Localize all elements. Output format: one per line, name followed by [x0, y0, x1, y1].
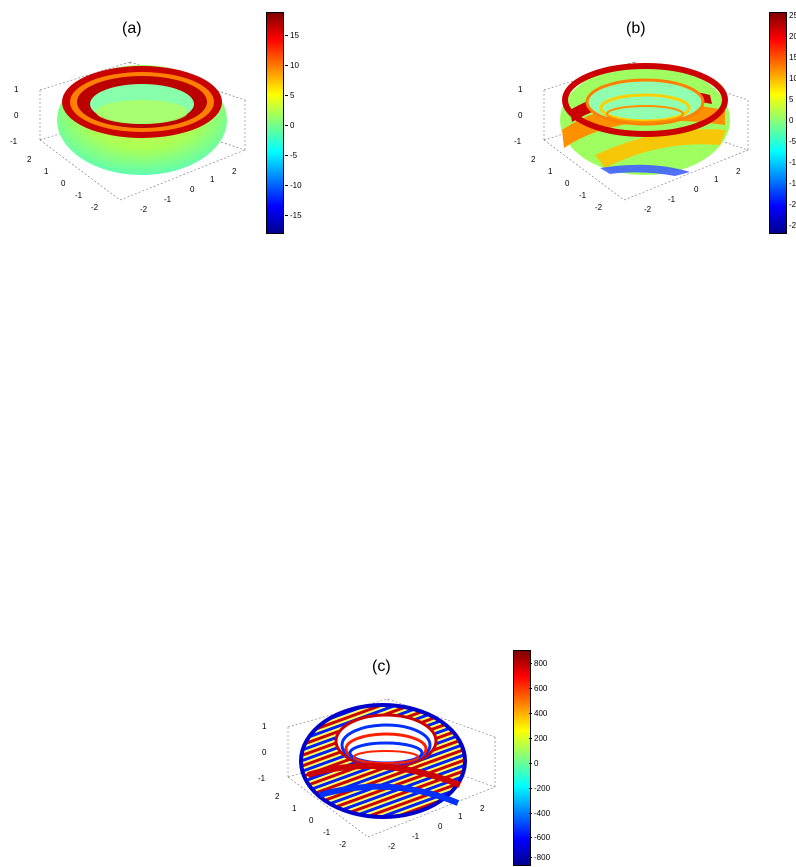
y-tick: 1: [44, 167, 49, 176]
colorbar-tick: -1: [789, 158, 796, 167]
colorbar-tick: 800: [528, 659, 548, 668]
y-tick: -1: [323, 828, 331, 837]
z-tick: -1: [258, 774, 266, 783]
x-tick: -1: [164, 195, 172, 204]
colorbar-tick: 5: [284, 91, 295, 100]
colorbar-tick: -15: [285, 211, 302, 220]
colorbar-tick: -10: [285, 181, 302, 190]
colorbar-tick: -5: [284, 151, 298, 160]
x-tick-labels: -2 -1 0 1 2: [140, 167, 237, 214]
z-tick: 1: [262, 722, 267, 731]
y-tick: 1: [292, 804, 297, 813]
colorbar-tick: 0: [528, 759, 539, 768]
colorbar-tick-labels: 15 10 5 0 -5 -10 -15: [284, 12, 330, 232]
colorbar-tick: -2: [789, 200, 796, 209]
y-tick: -1: [579, 191, 587, 200]
x-tick: -2: [644, 205, 652, 214]
y-tick: 0: [61, 179, 66, 188]
y-tick: -2: [339, 840, 347, 849]
colorbar-tick-labels: 800 600 400 200 0 -200 -400 -600 -800: [528, 650, 574, 864]
y-tick: 1: [548, 167, 553, 176]
panel-title: (c): [372, 658, 391, 675]
z-tick-labels: 1 0 -1: [10, 85, 19, 146]
z-tick-labels: 1 0 -1: [514, 85, 523, 146]
x-tick: -2: [140, 205, 148, 214]
colorbar: [769, 12, 787, 234]
colorbar-tick: 5: [789, 95, 794, 104]
torus-plot: 1 0 -1 2 1 0 -1 -2 -2 -1 0 1 2: [514, 61, 749, 214]
colorbar-tick: -200: [528, 784, 551, 793]
colorbar-tick: -400: [528, 809, 551, 818]
torus-surface: [299, 703, 467, 819]
x-tick: -1: [412, 832, 420, 841]
colorbar-tick: 20: [789, 32, 796, 41]
panel-title: (a): [122, 20, 142, 37]
colorbar-tick: 200: [528, 734, 548, 743]
y-tick: -2: [595, 203, 603, 212]
torus-surface: [57, 65, 227, 175]
x-tick: -2: [388, 842, 396, 851]
x-tick: 0: [190, 185, 195, 194]
figure-panel-c: (c): [250, 645, 550, 867]
y-tick: -1: [75, 191, 83, 200]
x-tick: 1: [714, 175, 719, 184]
x-tick-labels: -2 -1 0 1 2: [644, 167, 741, 214]
colorbar-tick: 400: [528, 709, 548, 718]
colorbar-tick: -5: [789, 137, 796, 146]
y-tick: 0: [309, 816, 314, 825]
torus-surface: [560, 63, 730, 176]
x-tick: 0: [694, 185, 699, 194]
x-tick: 1: [458, 812, 463, 821]
y-tick: 0: [565, 179, 570, 188]
z-tick: 1: [14, 85, 19, 94]
y-tick-labels: 2 1 0 -1 -2: [27, 155, 99, 212]
y-tick: -2: [91, 203, 99, 212]
z-tick: 1: [518, 85, 523, 94]
y-tick: 2: [275, 792, 280, 801]
x-tick: -1: [668, 195, 676, 204]
colorbar-tick: 10: [789, 74, 796, 83]
z-tick: 0: [518, 111, 523, 120]
x-tick: 0: [438, 822, 443, 831]
z-tick-labels: 1 0 -1: [258, 722, 267, 783]
colorbar-tick: 15: [285, 31, 299, 40]
y-tick: 2: [531, 155, 536, 164]
colorbar: [513, 650, 531, 866]
z-tick: -1: [514, 137, 522, 146]
y-tick-labels: 2 1 0 -1 -2: [275, 792, 347, 849]
torus-plot: 1 0 -1 2 1 0 -1 -2 -2 -1 0 1 2: [258, 698, 496, 851]
x-tick: 1: [210, 175, 215, 184]
colorbar-tick: 15: [789, 53, 796, 62]
colorbar-tick: -2: [789, 221, 796, 230]
colorbar-tick: 10: [285, 61, 299, 70]
x-tick: 2: [232, 167, 237, 176]
x-tick: 2: [480, 804, 485, 813]
z-tick: 0: [14, 111, 19, 120]
colorbar-tick: 25: [789, 12, 796, 20]
figure-panel-b: (b) 1 0 -1: [500, 0, 796, 240]
colorbar-tick: -800: [528, 853, 551, 862]
colorbar-tick: 600: [528, 684, 548, 693]
y-tick: 2: [27, 155, 32, 164]
colorbar-tick: -1: [789, 179, 796, 188]
colorbar-tick: 0: [284, 121, 295, 130]
colorbar-tick: 0: [789, 116, 794, 125]
panel-title: (b): [626, 20, 646, 37]
x-tick: 2: [736, 167, 741, 176]
colorbar-tick-labels: 25 20 15 10 5 0 -5 -1 -1 -2 -2: [789, 12, 796, 232]
colorbar: [266, 12, 284, 234]
z-tick: 0: [262, 748, 267, 757]
figure-panel-a: (a) 1: [0, 0, 302, 240]
colorbar-tick: -600: [528, 833, 551, 842]
torus-plot: 1 0 -1 2 1 0 -1 -2 -2 -1 0 1 2: [10, 61, 246, 214]
z-tick: -1: [10, 137, 18, 146]
y-tick-labels: 2 1 0 -1 -2: [531, 155, 603, 212]
x-tick-labels: -2 -1 0 1 2: [388, 804, 485, 851]
